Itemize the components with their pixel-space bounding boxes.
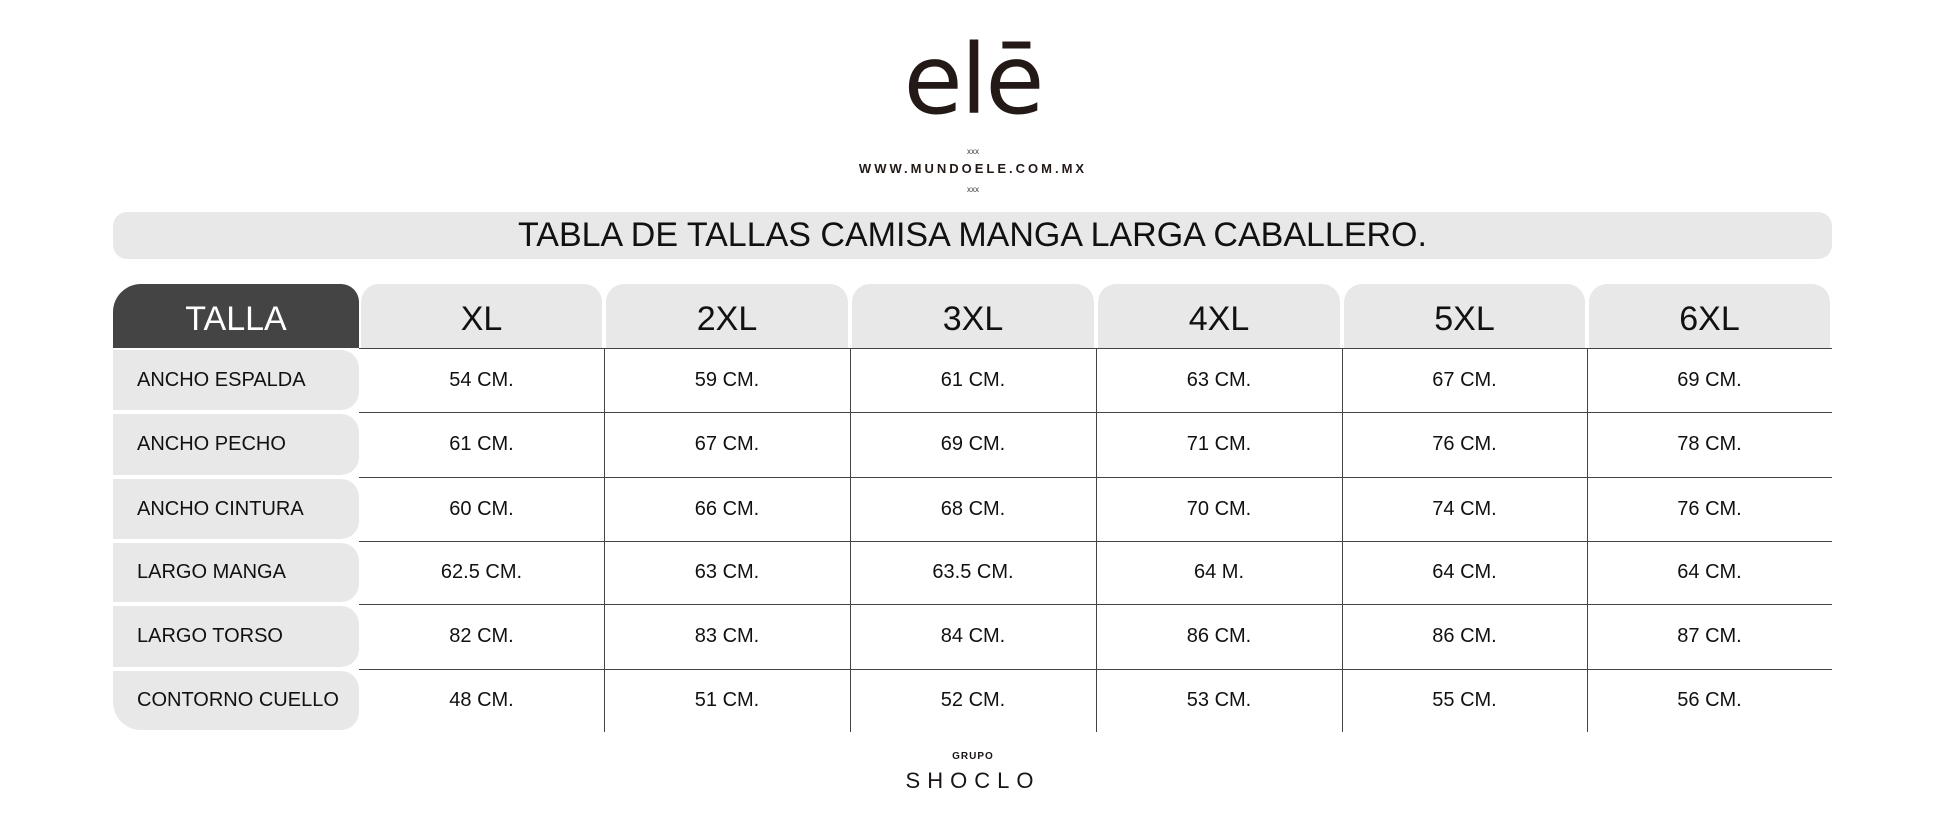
row-label: LARGO MANGA xyxy=(113,543,359,602)
table-cell: 59 CM. xyxy=(694,368,760,391)
ele-logo: elē xyxy=(903,24,1045,136)
page-title: TABLA DE TALLAS CAMISA MANGA LARGA CABAL… xyxy=(113,212,1832,259)
table-cell: 82 CM. xyxy=(449,625,514,647)
size-header-4xl: 4XL xyxy=(1098,284,1340,348)
table-cell: 70 CM. xyxy=(1186,497,1252,520)
table-cell: 54 CM. xyxy=(449,368,514,391)
shoclo-logo: SHOCLO xyxy=(905,768,1041,793)
size-header-3xl: 3XL xyxy=(852,284,1094,348)
row-label: ANCHO PECHO xyxy=(113,414,359,475)
table-cell: 63 CM. xyxy=(694,561,760,583)
table-cell: 83 CM. xyxy=(694,625,760,647)
table-cell: 84 CM. xyxy=(940,625,1006,647)
row-divider xyxy=(359,669,1832,670)
row-label: CONTORNO CUELLO xyxy=(113,671,359,730)
table-cell: 61 CM. xyxy=(449,433,514,455)
column-divider xyxy=(1096,348,1097,732)
footer-group: GRUPO xyxy=(952,751,994,762)
table-cell: 61 CM. xyxy=(940,368,1006,391)
table-cell: 69 CM. xyxy=(1677,368,1742,391)
separator-top: xxx xyxy=(967,147,979,156)
table-cell: 52 CM. xyxy=(940,689,1006,711)
table-cell: 68 CM. xyxy=(940,497,1006,520)
table-cell: 63.5 CM. xyxy=(932,561,1014,583)
column-divider xyxy=(604,348,605,732)
table-cell: 86 CM. xyxy=(1432,625,1497,647)
table-cell: 76 CM. xyxy=(1677,497,1742,520)
table-cell: 67 CM. xyxy=(694,433,760,455)
table-cell: 51 CM. xyxy=(694,689,760,711)
row-divider xyxy=(359,477,1832,478)
column-divider xyxy=(1587,348,1588,732)
table-cell: 62.5 CM. xyxy=(440,561,523,583)
table-cell: 78 CM. xyxy=(1677,433,1742,455)
size-header-xl: XL xyxy=(361,284,602,348)
row-label: ANCHO ESPALDA xyxy=(113,350,359,410)
row-divider xyxy=(359,412,1832,413)
table-cell: 86 CM. xyxy=(1186,625,1252,647)
table-cell: 74 CM. xyxy=(1432,497,1497,520)
table-cell: 56 CM. xyxy=(1677,689,1742,711)
table-cell: 55 CM. xyxy=(1432,689,1497,711)
talla-header: TALLA xyxy=(113,284,359,348)
website-link[interactable]: WWW.MUNDOELE.COM.MX xyxy=(858,161,1088,176)
table-cell: 71 CM. xyxy=(1186,433,1252,455)
size-header-2xl: 2XL xyxy=(606,284,848,348)
size-header-5xl: 5XL xyxy=(1344,284,1585,348)
table-cell: 66 CM. xyxy=(694,497,760,520)
row-label: ANCHO CINTURA xyxy=(113,479,359,539)
table-cell: 67 CM. xyxy=(1432,368,1497,391)
table-cell: 48 CM. xyxy=(449,689,514,711)
size-header-6xl: 6XL xyxy=(1589,284,1830,348)
table-cell: 64 CM. xyxy=(1432,561,1497,583)
table-cell: 76 CM. xyxy=(1432,433,1497,455)
table-cell: 64 M. xyxy=(1193,561,1245,583)
table-cell: 64 CM. xyxy=(1677,561,1742,583)
column-divider xyxy=(850,348,851,732)
row-divider xyxy=(359,348,1832,349)
table-cell: 53 CM. xyxy=(1186,689,1252,711)
row-divider xyxy=(359,604,1832,605)
table-cell: 87 CM. xyxy=(1677,625,1742,647)
column-divider xyxy=(1342,348,1343,732)
row-divider xyxy=(359,541,1832,542)
table-cell: 63 CM. xyxy=(1186,368,1252,391)
table-cell: 69 CM. xyxy=(940,433,1006,455)
table-cell: 60 CM. xyxy=(449,497,514,520)
separator-bottom: xxx xyxy=(967,185,979,194)
row-label: LARGO TORSO xyxy=(113,606,359,667)
